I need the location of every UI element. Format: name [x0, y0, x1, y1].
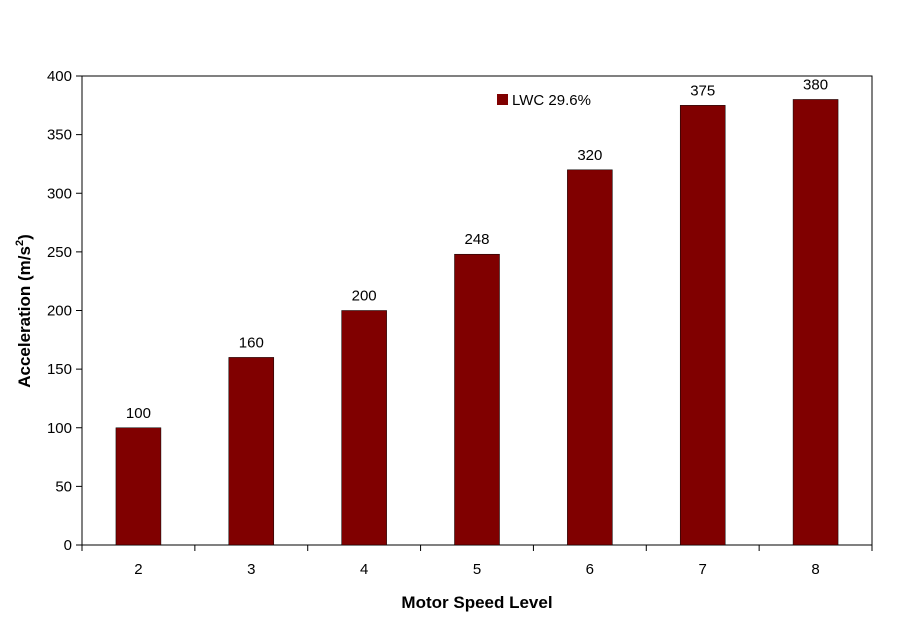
x-axis: 2 3 4 5 6 7 8 — [81, 545, 873, 578]
data-label: 160 — [239, 334, 264, 351]
y-tick-label: 100 — [47, 420, 72, 437]
y-tick-label: 200 — [47, 303, 72, 320]
y-axis-title-close: ) — [15, 234, 34, 240]
data-label: 320 — [577, 147, 602, 164]
data-label: 380 — [803, 76, 828, 93]
y-tick-label: 0 — [64, 537, 72, 554]
bar-7 — [679, 105, 726, 546]
bar-5 — [454, 253, 500, 546]
bars-group — [115, 99, 839, 546]
x-tick-label: 7 — [699, 561, 707, 578]
x-tick-label: 2 — [134, 561, 142, 578]
x-tick-label: 6 — [586, 561, 594, 578]
legend: LWC 29.6% — [497, 92, 591, 109]
x-tick-label: 4 — [360, 561, 368, 578]
y-tick-label: 350 — [47, 127, 72, 144]
bar-8 — [792, 99, 839, 546]
y-tick-label: 50 — [55, 478, 72, 495]
data-label: 375 — [690, 82, 715, 99]
data-label: 200 — [352, 288, 377, 305]
y-tick-label: 250 — [47, 244, 72, 261]
data-label: 100 — [126, 405, 151, 422]
bar-2 — [115, 427, 162, 546]
legend-label: LWC 29.6% — [512, 92, 591, 109]
legend-swatch — [497, 94, 508, 105]
bar-3 — [228, 357, 275, 546]
y-axis-title-main: Acceleration (m/s — [15, 246, 34, 388]
x-tick-label: 8 — [811, 561, 819, 578]
data-labels-group: 100 160 200 248 320 375 380 — [126, 76, 828, 421]
y-tick-label: 300 — [47, 185, 72, 202]
bar-6 — [567, 169, 613, 546]
y-axis-title: Acceleration (m/s2) — [14, 234, 34, 388]
y-tick-label: 400 — [47, 68, 72, 85]
x-axis-title: Motor Speed Level — [401, 593, 552, 612]
y-axis-title-superscript: 2 — [14, 240, 26, 246]
bar-4 — [341, 310, 387, 546]
y-axis: 0 50 100 150 200 250 300 350 400 — [47, 68, 82, 554]
y-tick-label: 150 — [47, 361, 72, 378]
x-tick-label: 5 — [473, 561, 481, 578]
x-tick-label: 3 — [247, 561, 255, 578]
data-label: 248 — [464, 231, 489, 248]
